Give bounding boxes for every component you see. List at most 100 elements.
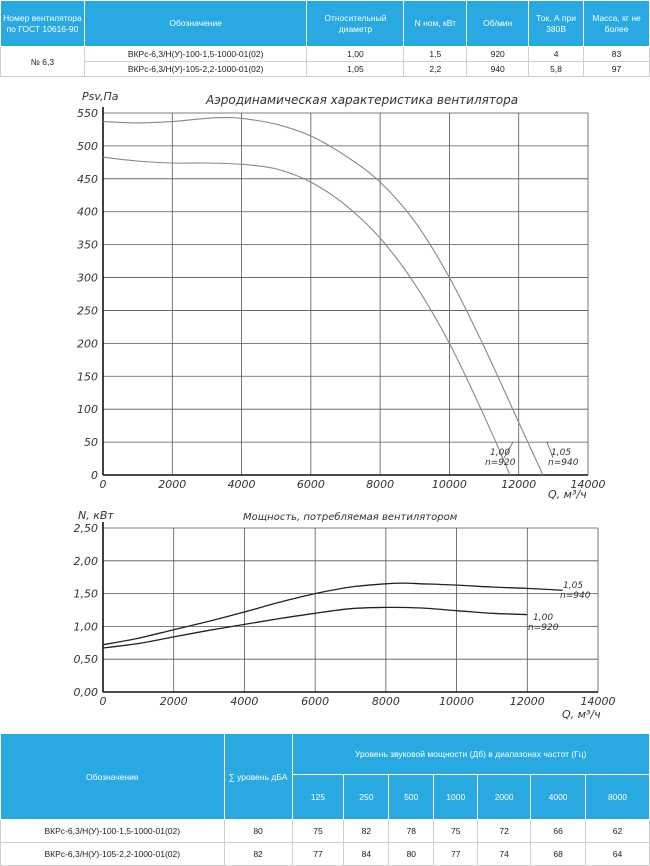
x-tick-label: 0 <box>100 478 107 491</box>
noise-frequency-row: 125 250 500 1000 2000 4000 8000 <box>1 774 650 820</box>
header-diameter: Относительный диаметр <box>306 0 405 47</box>
band-cell: 82 <box>343 819 390 843</box>
series-line <box>102 582 563 646</box>
series-line <box>102 116 544 476</box>
y-tick-label: 0,50 <box>74 653 99 666</box>
x-axis-label: Q, м³/ч <box>562 708 601 721</box>
x-tick-label: 12000 <box>510 695 545 708</box>
curve-label: 1,00 <box>533 613 553 623</box>
curve-label: n=920 <box>485 458 516 468</box>
y-tick-label: 500 <box>77 140 98 153</box>
level-cell: 80 <box>223 819 293 843</box>
x-tick-label: 8000 <box>366 478 394 491</box>
table-row: ВКРс-6,3/Н(У)-105-2,2-1000-01(02) 1,05 2… <box>1 61 650 77</box>
diameter-cell: 1,00 <box>306 46 405 62</box>
x-tick-label: 14000 <box>571 478 606 491</box>
y-tick-label: 0 <box>91 469 98 482</box>
frequency-cell: 8000 <box>585 774 650 820</box>
spec-table: Номер вентилятора по ГОСТ 10616-90 Обозн… <box>0 0 650 77</box>
y-tick-label: 550 <box>77 107 98 120</box>
frequency-cell: 125 <box>291 774 345 820</box>
table-row: № 6,3 ВКРс-6,3/Н(У)-100-1,5-1000-01(02) … <box>0 46 650 77</box>
header-fan-number: Номер вентилятора по ГОСТ 10616-90 <box>0 0 85 47</box>
x-tick-label: 2000 <box>158 478 186 491</box>
y-tick-label: 250 <box>77 304 98 317</box>
designation-cell: ВКРс-6,3/Н(У)-100-1,5-1000-01(02) <box>0 819 225 843</box>
label-leader <box>546 441 554 459</box>
power-cell: 1,5 <box>403 46 468 62</box>
x-tick-label: 12000 <box>501 478 536 491</box>
x-tick-label: 2000 <box>160 695 188 708</box>
rpm-cell: 940 <box>466 61 530 77</box>
y-tick-label: 50 <box>84 436 98 449</box>
curve-label: n=940 <box>548 458 579 468</box>
current-cell: 4 <box>528 46 585 62</box>
noise-header-level: ∑ уровень дБА <box>223 733 293 820</box>
band-cell: 78 <box>388 819 435 843</box>
band-cell: 74 <box>477 842 532 866</box>
spec-header-row: Номер вентилятора по ГОСТ 10616-90 Обозн… <box>0 0 650 47</box>
band-cell: 84 <box>343 842 390 866</box>
pressure-chart: 0 2000 4000 6000 8000 10000 12000 14000 0 50 100 15… <box>77 90 606 500</box>
power-cell: 2,2 <box>403 61 468 77</box>
x-tick-label: 14000 <box>581 695 616 708</box>
frequency-cell: 500 <box>388 774 435 820</box>
y-tick-label: 0,00 <box>74 686 99 699</box>
fan-number-cell: № 6,3 <box>0 46 85 77</box>
series-line <box>102 606 528 649</box>
x-tick-label: 10000 <box>439 695 474 708</box>
y-tick-label: 200 <box>77 337 98 350</box>
frequency-cell: 2000 <box>477 774 532 820</box>
header-rpm: Об/мин <box>466 0 530 47</box>
x-tick-label: 6000 <box>301 695 329 708</box>
curve-label: n=920 <box>528 623 559 633</box>
band-cell: 80 <box>388 842 435 866</box>
x-tick-label: 6000 <box>297 478 325 491</box>
designation-cell: ВКРс-6,3/Н(У)-100-1,5-1000-01(02) <box>83 46 308 62</box>
y-tick-label: 350 <box>77 239 98 252</box>
y-tick-label: 300 <box>77 272 98 285</box>
designation-cell: ВКРс-6,3/Н(У)-105-2,2-1000-01(02) <box>0 842 225 866</box>
y-tick-label: 100 <box>77 403 98 416</box>
x-tick-label: 4000 <box>228 478 256 491</box>
x-tick-label: 10000 <box>432 478 467 491</box>
y-axis-label: N, кВт <box>78 509 114 522</box>
rpm-cell: 920 <box>466 46 530 62</box>
y-tick-label: 450 <box>77 173 98 186</box>
chart-title: Аэродинамическая характеристика вентилят… <box>205 93 518 107</box>
band-cell: 72 <box>477 819 532 843</box>
mass-cell: 83 <box>583 46 650 62</box>
y-tick-label: 1,50 <box>74 588 99 601</box>
y-tick-label: 2,50 <box>74 522 99 535</box>
frequency-cell: 250 <box>343 774 390 820</box>
y-tick-label: 150 <box>77 370 98 383</box>
y-tick-label: 2,00 <box>74 555 99 568</box>
label-leader <box>503 441 514 459</box>
band-cell: 75 <box>291 819 345 843</box>
noise-header-row: Обозначение ∑ уровень дБА Уровень звуков… <box>0 733 650 820</box>
header-power: N ном, кВт <box>403 0 468 47</box>
table-row: ВКРс-6,3/Н(У)-105-2,2-1000-01(02) 82 77 … <box>0 842 650 866</box>
noise-header-bands: Уровень звуковой мощности (Дб) в диапазо… <box>291 733 650 775</box>
curve-label: 1,05 <box>563 581 583 591</box>
band-cell: 66 <box>530 819 587 843</box>
x-tick-label: 0 <box>100 695 107 708</box>
y-tick-label: 400 <box>77 206 98 219</box>
x-tick-label: 4000 <box>230 695 258 708</box>
band-cell: 77 <box>291 842 345 866</box>
chart-title: Мощность, потребляемая вентилятором <box>243 511 458 523</box>
band-cell: 77 <box>433 842 479 866</box>
header-mass: Масса, кг не более <box>583 0 650 47</box>
band-cell: 68 <box>530 842 587 866</box>
series-line <box>102 156 511 476</box>
x-axis-label: Q, м³/ч <box>548 488 587 500</box>
y-tick-label: 1,00 <box>74 620 99 633</box>
y-axis-label: Psv,Па <box>82 90 119 103</box>
band-cell: 62 <box>585 819 650 843</box>
current-cell: 5,8 <box>528 61 585 77</box>
band-cell: 64 <box>585 842 650 866</box>
curve-label: 1,00 <box>490 448 510 458</box>
noise-table: Обозначение ∑ уровень дБА Уровень звуков… <box>0 733 650 866</box>
power-chart: 0 2000 4000 6000 8000 10000 12000 14000 0,00 0,50… <box>74 509 616 721</box>
frequency-cell: 4000 <box>530 774 587 820</box>
